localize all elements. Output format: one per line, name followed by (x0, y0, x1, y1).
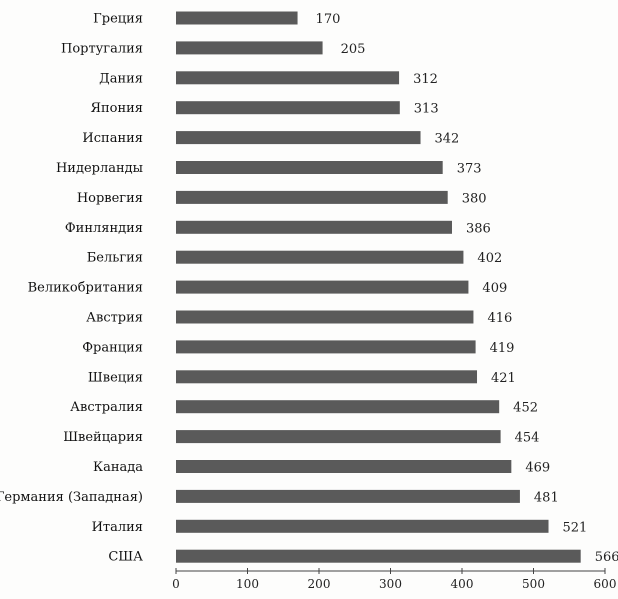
value-label: 521 (563, 520, 588, 535)
bar (176, 310, 474, 324)
value-label: 205 (341, 42, 366, 57)
value-label: 421 (491, 371, 516, 386)
category-label: Великобритания (28, 281, 143, 296)
x-tick-label: 100 (236, 577, 259, 591)
bar (176, 161, 443, 174)
bar (176, 11, 298, 25)
bar (176, 250, 464, 264)
category-label: Греция (93, 12, 143, 27)
bar (176, 190, 448, 204)
category-label: Австралия (70, 400, 143, 415)
bar (176, 340, 476, 354)
category-label: Дания (99, 71, 143, 86)
category-label: Швеция (88, 370, 143, 385)
category-label: Испания (82, 131, 143, 146)
x-tick-label: 400 (451, 577, 474, 591)
category-label: Канада (93, 460, 143, 475)
category-label: Италия (92, 520, 143, 535)
x-tick-label: 500 (522, 577, 545, 591)
category-label: Норвегия (77, 191, 143, 206)
value-label: 419 (490, 341, 515, 356)
category-label: США (108, 550, 143, 565)
bar (176, 460, 512, 473)
value-label: 313 (414, 102, 439, 117)
x-tick-label: 200 (308, 577, 331, 591)
bar (176, 280, 469, 294)
bar (176, 370, 478, 384)
bar (176, 489, 520, 503)
category-label: Япония (90, 101, 143, 116)
bar (176, 101, 400, 115)
value-label: 469 (525, 461, 550, 476)
x-tick-label: 300 (379, 577, 402, 591)
value-label: 342 (435, 132, 460, 147)
bar (176, 549, 581, 563)
x-tick-label: 600 (594, 577, 617, 591)
category-label: Бельгия (87, 251, 143, 266)
x-tick-label: 0 (172, 577, 180, 591)
category-label: Финляндия (65, 221, 143, 236)
value-label: 170 (316, 12, 341, 27)
value-label: 312 (413, 72, 438, 87)
value-label: 481 (534, 490, 559, 505)
value-label: 416 (487, 311, 512, 326)
bar (176, 400, 500, 414)
value-label: 452 (513, 401, 538, 416)
value-label: 386 (466, 221, 491, 236)
bar (176, 519, 549, 533)
category-label: Франция (82, 340, 143, 355)
bar (176, 41, 323, 55)
category-label: Португалия (61, 41, 143, 56)
bar (176, 430, 501, 444)
category-label: Германия (Западная) (0, 490, 143, 505)
value-label: 373 (457, 162, 482, 177)
value-label: 402 (477, 251, 502, 266)
value-label: 380 (462, 191, 487, 206)
bar (176, 71, 400, 85)
bar (176, 131, 421, 145)
value-label: 566 (595, 550, 618, 565)
value-label: 454 (515, 431, 540, 446)
value-label: 409 (482, 281, 507, 296)
bar (176, 220, 452, 234)
category-label: Швейцария (63, 430, 143, 445)
category-label: Австрия (86, 311, 143, 326)
category-label: Нидерланды (56, 161, 143, 176)
